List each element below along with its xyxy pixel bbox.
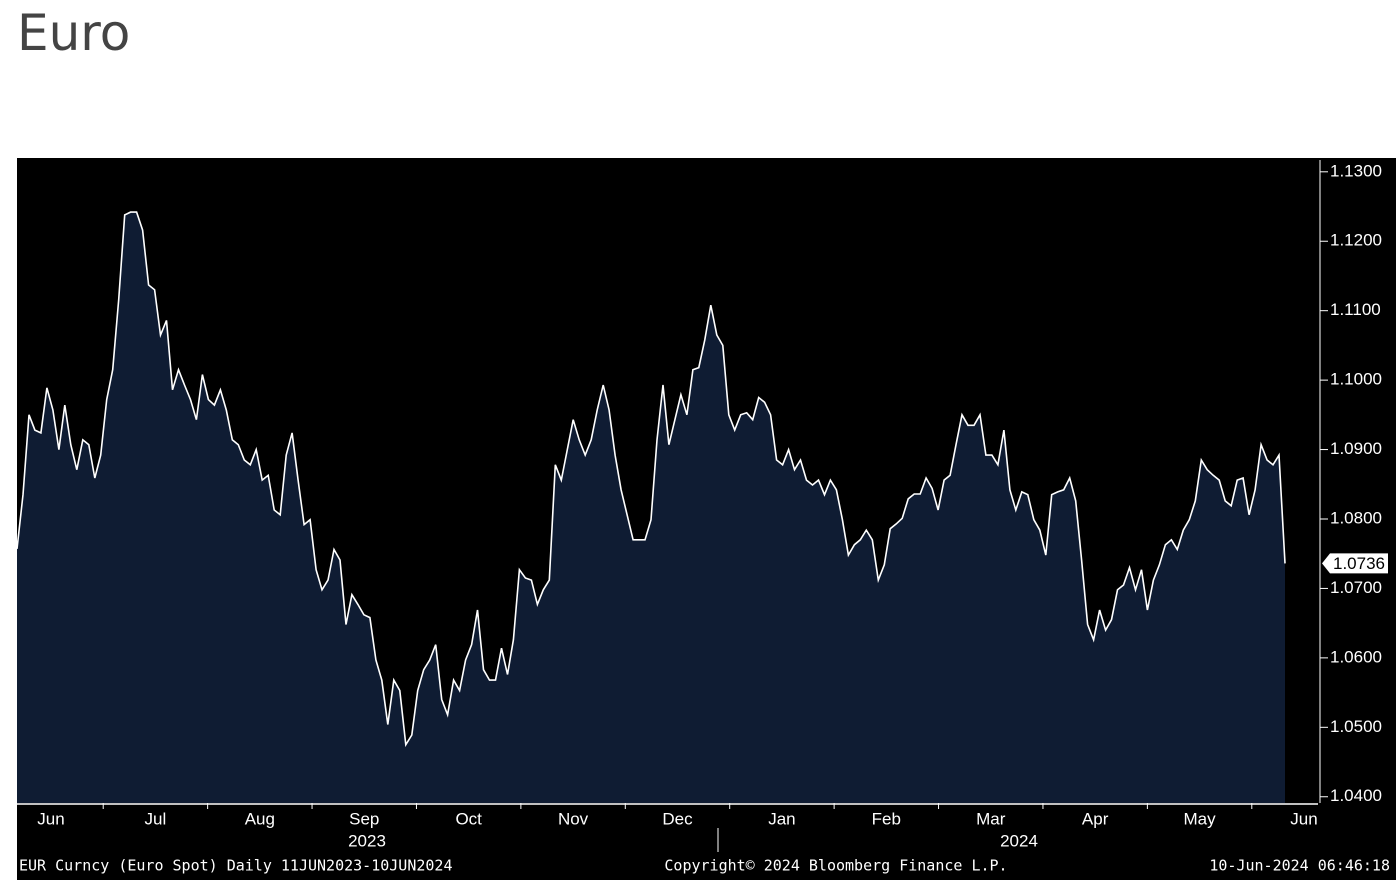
y-tick-label: 1.0600 <box>1330 647 1382 666</box>
x-tick-label: Jun <box>37 809 64 828</box>
last-value-label: 1.0736 <box>1333 554 1385 573</box>
x-tick-label: Oct <box>455 809 482 828</box>
footer-copyright: Copyright© 2024 Bloomberg Finance L.P. <box>664 857 1007 875</box>
y-tick-label: 1.0800 <box>1330 508 1382 527</box>
area <box>17 212 1285 804</box>
footer-source: EUR Curncy (Euro Spot) Daily 11JUN2023-1… <box>19 857 452 875</box>
last-value-box <box>1322 553 1388 574</box>
y-tick-label: 1.0500 <box>1330 717 1382 736</box>
y-tick-label: 1.1300 <box>1330 161 1382 180</box>
x-tick-label: Feb <box>872 809 901 828</box>
y-tick-label: 1.1000 <box>1330 370 1382 389</box>
x-tick-label: Mar <box>976 809 1006 828</box>
line <box>16 211 1286 748</box>
x-tick-label: Sep <box>349 809 379 828</box>
x-tick-label: Nov <box>558 809 589 828</box>
year-label: 2023 <box>348 831 386 850</box>
x-tick-label: Jun <box>1290 809 1317 828</box>
chart-title: Euro <box>17 4 131 62</box>
x-tick-label: May <box>1184 809 1217 828</box>
footer-timestamp: 10-Jun-2024 06:46:18 <box>1209 857 1390 875</box>
y-tick-label: 1.0900 <box>1330 439 1382 458</box>
x-tick-label: Apr <box>1082 809 1109 828</box>
x-tick-label: Dec <box>662 809 693 828</box>
year-label: 2024 <box>1000 831 1038 850</box>
x-tick-label: Jan <box>768 809 795 828</box>
y-tick-label: 1.0700 <box>1330 578 1382 597</box>
y-tick-label: 1.1200 <box>1330 231 1382 250</box>
y-tick-label: 1.1100 <box>1330 300 1381 319</box>
x-tick-label: Aug <box>245 809 275 828</box>
y-tick-label: 1.0400 <box>1330 786 1382 805</box>
x-tick-label: Jul <box>145 809 167 828</box>
